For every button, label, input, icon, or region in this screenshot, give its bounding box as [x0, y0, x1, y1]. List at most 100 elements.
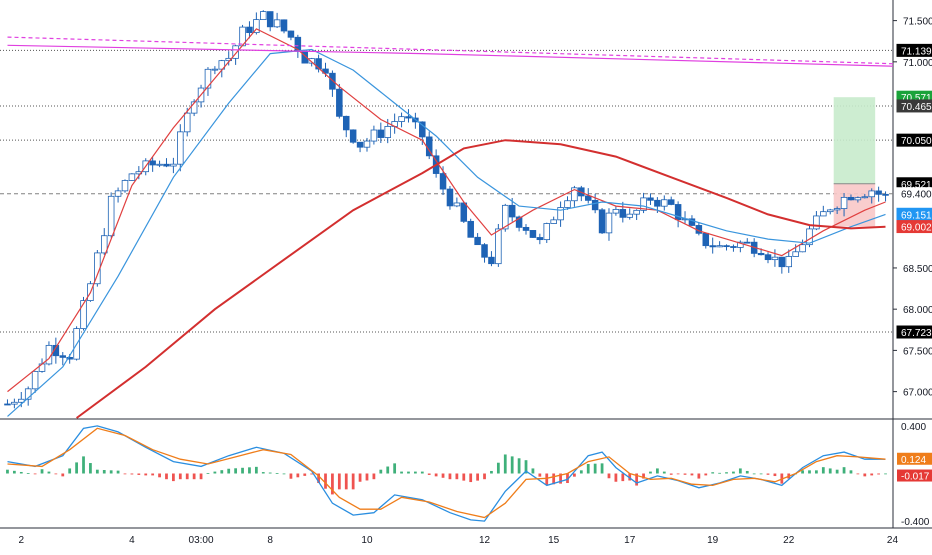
macd-histogram-bar [524, 460, 528, 474]
price-label-text: 70.571 [901, 93, 932, 104]
candles [4, 10, 889, 409]
macd-histogram-bar [690, 473, 694, 476]
candle-body [571, 187, 578, 202]
price-label-text: 71.139 [901, 46, 932, 57]
indicator-line-3 [76, 139, 886, 419]
macd-histogram-bar [137, 473, 141, 475]
candle-body [183, 112, 191, 133]
candle-body [66, 356, 73, 360]
candle-body [744, 241, 751, 244]
candle-body [280, 19, 288, 32]
macd-histogram-bar [289, 473, 293, 479]
macd-histogram-bar [490, 470, 493, 474]
macd-histogram-bar [393, 463, 397, 474]
candle-body [128, 173, 136, 181]
price-label-text: 70.465 [901, 102, 932, 113]
macd-histogram-bar [566, 473, 569, 484]
macd-histogram-bar [261, 472, 265, 474]
macd-histogram-bar [732, 471, 735, 474]
candle-body [253, 19, 260, 34]
candle-body [730, 246, 737, 248]
candle-body [474, 236, 481, 246]
candle-body [875, 190, 882, 195]
macd-histogram-bar [386, 466, 390, 474]
time-tick-label: 19 [707, 535, 719, 546]
macd-histogram-bar [434, 473, 438, 477]
candle-body [502, 204, 509, 230]
macd-histogram-bar [420, 471, 424, 474]
candle-body [654, 199, 661, 207]
macd-label-text: 0.124 [901, 455, 926, 466]
macd-histogram-bar [856, 473, 860, 475]
macd-histogram-bar [144, 473, 148, 476]
macd-histogram-bar [773, 473, 777, 477]
macd-tick-label: -0.400 [901, 517, 930, 528]
macd-histogram-bar [828, 468, 832, 474]
candle-body [584, 195, 592, 201]
macd-label-box [897, 469, 932, 482]
candle-body [640, 197, 647, 211]
macd-histogram-bar [296, 473, 300, 478]
candle-body [847, 196, 855, 201]
time-tick-label: 8 [267, 535, 273, 546]
price-label-text: 69.002 [901, 223, 932, 234]
indicator-line-4 [7, 44, 894, 67]
macd-panel [6, 425, 887, 522]
macd-histogram-bar [95, 469, 99, 474]
price-tick-label: 68.500 [903, 264, 932, 275]
macd-histogram-bar [801, 470, 804, 474]
candle-body [232, 45, 239, 59]
guide-lines [0, 0, 932, 529]
candle-body [356, 141, 364, 148]
macd-histogram-bar [89, 463, 92, 474]
candle-body [121, 180, 129, 192]
candle-body [349, 129, 357, 143]
candle-body [820, 211, 827, 217]
candle-body [785, 256, 793, 268]
price-tick-label: 67.000 [903, 388, 932, 399]
candle-body [598, 209, 606, 234]
macd-histogram-bar [241, 467, 244, 474]
position-loss-zone [833, 183, 876, 227]
price-tick-label: 67.500 [903, 346, 932, 357]
candle-body [757, 252, 765, 256]
macd-histogram-bar [642, 473, 645, 479]
macd-histogram-bar [752, 473, 756, 475]
macd-histogram-bar [704, 473, 708, 476]
macd-line [7, 425, 886, 522]
candle-body [287, 30, 295, 38]
macd-histogram-bar [40, 469, 44, 474]
macd-histogram-bar [877, 473, 881, 475]
candle-body [225, 57, 232, 62]
macd-histogram-bar [455, 473, 459, 480]
macd-histogram-bar [842, 467, 846, 474]
macd-histogram-bar [503, 454, 507, 474]
macd-histogram-bar [75, 462, 78, 474]
price-label-text: 69.521 [901, 180, 932, 191]
time-tick-label: 24 [887, 535, 899, 546]
candle-body [4, 403, 11, 406]
candle-body [661, 199, 668, 207]
candle-body [882, 193, 889, 196]
candle-body [737, 241, 744, 248]
macd-histogram-bar [61, 473, 65, 477]
candle-body [536, 237, 544, 241]
candle-body [177, 131, 184, 165]
candle-body [218, 60, 226, 70]
macd-histogram-bar [82, 456, 85, 474]
macd-histogram-bar [192, 473, 196, 480]
candle-body [398, 116, 405, 122]
macd-histogram-bar [628, 473, 632, 481]
macd-histogram-bar [573, 473, 576, 477]
candle-body [467, 220, 474, 238]
macd-histogram-bar [248, 467, 251, 474]
candle-body [260, 11, 267, 21]
macd-histogram-bar [607, 473, 611, 479]
macd-histogram-bar [683, 473, 687, 475]
macd-histogram-bar [614, 473, 618, 482]
candle-body [633, 209, 640, 215]
macd-histogram-bar [19, 471, 23, 474]
candle-body [336, 88, 343, 117]
macd-histogram-bar [199, 473, 203, 480]
